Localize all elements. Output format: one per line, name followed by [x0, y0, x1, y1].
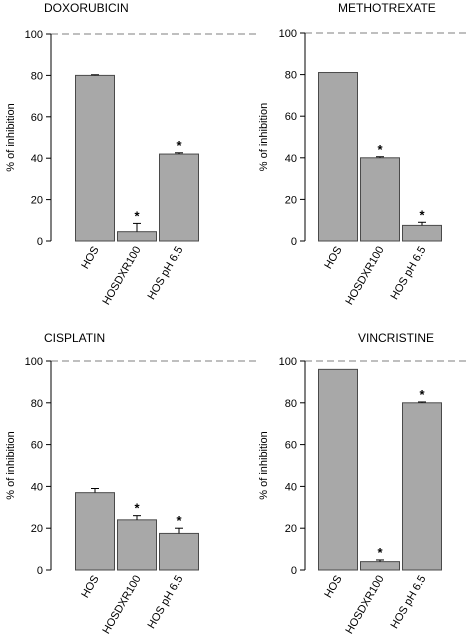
y-tick-label: 80	[31, 70, 43, 82]
bar-3	[402, 224, 442, 242]
y-tick-label: 20	[31, 523, 43, 535]
y-axis-label: % of inhibition	[258, 431, 270, 500]
category-label: HOS pH 6.5	[146, 574, 186, 631]
significance-marker: *	[176, 513, 182, 528]
significance-marker: *	[134, 501, 140, 516]
chart-title: DOXORUBICIN	[44, 1, 129, 15]
y-tick-label: 60	[285, 440, 297, 452]
category-label: HOS pH 6.5	[146, 245, 186, 302]
significance-marker: *	[176, 138, 182, 153]
chart-panel-2: METHOTREXATE % of inhibition 0 20 40 60 80 100 H…	[258, 1, 470, 307]
y-tick-label: 20	[285, 523, 297, 535]
chart-title: METHOTREXATE	[338, 1, 436, 15]
y-tick-label: 20	[31, 195, 43, 207]
y-tick-label: 20	[285, 194, 297, 206]
category-label: HOSDXR100	[343, 245, 386, 308]
y-tick-label: 60	[31, 440, 43, 452]
y-tick-label: 80	[285, 70, 297, 82]
y-axis-label: % of inhibition	[5, 103, 17, 172]
category-label: HOSDXR100	[343, 574, 386, 637]
y-tick-label: 60	[31, 112, 43, 124]
chart-title: VINCRISTINE	[358, 331, 434, 345]
y-axis-label: % of inhibition	[5, 431, 17, 500]
y-tick-label: 100	[25, 29, 43, 41]
bar-3	[159, 153, 199, 242]
chart-panel-3: CISPLATIN % of inhibition 0 20 40 60 80 100 HOS *…	[5, 331, 256, 636]
category-label: HOS pH 6.5	[389, 245, 429, 302]
bar-1	[318, 368, 358, 571]
significance-marker: *	[377, 142, 383, 157]
y-tick-label: 60	[285, 111, 297, 123]
chart-title: CISPLATIN	[44, 331, 105, 345]
bar-2	[117, 231, 157, 242]
y-tick-label: 80	[31, 398, 43, 410]
category-label: HOSDXR100	[100, 245, 143, 308]
y-axis-label: % of inhibition	[258, 103, 270, 172]
bar-3	[402, 402, 442, 571]
y-tick-label: 80	[285, 398, 297, 410]
significance-marker: *	[419, 387, 425, 402]
significance-marker: *	[377, 545, 383, 560]
bar-3	[159, 532, 199, 571]
category-label: HOSDXR100	[100, 574, 143, 637]
significance-marker: *	[134, 208, 140, 223]
significance-marker: *	[419, 207, 425, 222]
y-tick-label: 100	[279, 356, 297, 368]
bar-2	[360, 157, 400, 242]
y-tick-label: 0	[37, 236, 43, 248]
y-tick-label: 0	[37, 565, 43, 577]
y-tick-label: 40	[31, 153, 43, 165]
y-tick-label: 100	[25, 356, 43, 368]
bar-1	[75, 492, 115, 571]
bar-2	[117, 519, 157, 571]
y-tick-label: 40	[31, 481, 43, 493]
category-label: HOS	[79, 574, 101, 601]
bar-1	[75, 74, 115, 242]
category-label: HOS pH 6.5	[389, 574, 429, 631]
category-label: HOS	[322, 245, 344, 272]
category-label: HOS	[322, 574, 344, 601]
bar-1	[318, 72, 358, 242]
bar-2	[360, 561, 400, 571]
y-tick-label: 40	[285, 153, 297, 165]
y-tick-label: 0	[291, 565, 297, 577]
chart-panel-4: VINCRISTINE % of inhibition 0 20 40 60 80 100 HO…	[258, 331, 470, 636]
y-tick-label: 0	[291, 236, 297, 248]
y-tick-label: 100	[279, 28, 297, 40]
y-tick-label: 40	[285, 481, 297, 493]
chart-panel-1: DOXORUBICIN % of inhibition 0 20 40 60 80 100 HO…	[5, 1, 256, 307]
category-label: HOS	[79, 245, 101, 272]
